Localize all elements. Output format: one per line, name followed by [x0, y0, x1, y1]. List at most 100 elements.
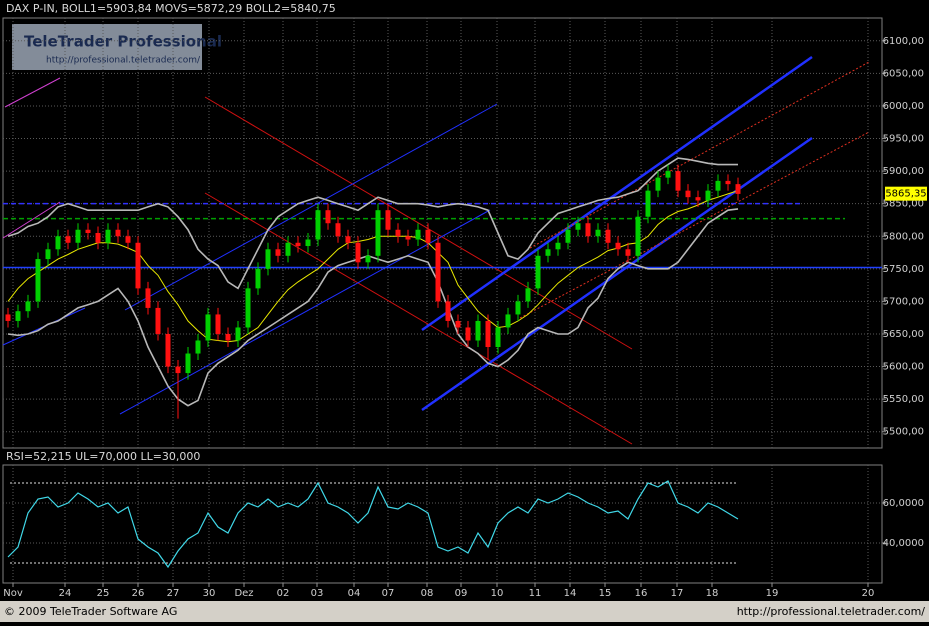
candle-body	[605, 229, 611, 243]
candle-body	[315, 210, 321, 240]
candle-body	[565, 229, 571, 243]
x-tick-label: 16	[635, 588, 648, 599]
last-price-label: 5865,35	[885, 189, 926, 200]
candle-body	[375, 210, 381, 256]
trend-line	[519, 131, 870, 319]
candle-body	[675, 171, 681, 191]
candle-body	[75, 229, 81, 243]
x-tick-label: Nov	[3, 588, 23, 599]
footer-bar	[0, 601, 929, 622]
candle-body	[5, 314, 11, 321]
candle-body	[105, 229, 111, 243]
y-tick-label: 5750,00	[883, 264, 924, 275]
candle-body	[345, 236, 351, 243]
trend-line	[124, 103, 498, 311]
rsi-line	[7, 480, 739, 569]
y-tick-label: 40,0000	[883, 538, 924, 549]
x-tick-label: 07	[382, 588, 395, 599]
candle-body	[535, 255, 541, 289]
candle-body	[195, 340, 201, 354]
candle-body	[655, 177, 661, 191]
candle-body	[255, 268, 261, 289]
y-tick-label: 5850,00	[883, 199, 924, 210]
candle-body	[665, 171, 671, 178]
candle-body	[495, 327, 501, 348]
candle-body	[575, 223, 581, 230]
candle-body	[175, 366, 181, 374]
trend-line	[204, 192, 633, 445]
x-tick-label: 10	[491, 588, 504, 599]
rsi-panel	[2, 464, 883, 584]
candle-body	[695, 197, 701, 201]
candle-body	[125, 236, 131, 243]
candle-body	[155, 307, 161, 334]
candle-body	[205, 314, 211, 341]
candle-body	[405, 236, 411, 240]
candle-body	[185, 353, 191, 374]
trend-lines	[2, 55, 870, 445]
candle-body	[485, 320, 491, 348]
y-tick-label: 5900,00	[883, 166, 924, 177]
indicator-line	[7, 157, 738, 290]
rsi-title: RSI=52,215 UL=70,000 LL=30,000	[6, 450, 200, 463]
candle-body	[395, 229, 401, 237]
candle-body	[455, 320, 461, 328]
last-price-box	[885, 186, 927, 201]
candle-body	[165, 333, 171, 367]
x-tick-label: 20	[862, 588, 875, 599]
x-tick-label: 19	[766, 588, 779, 599]
x-tick-label: 17	[671, 588, 684, 599]
candle-body	[625, 249, 631, 256]
x-tick-label: 18	[706, 588, 719, 599]
candle-body	[735, 184, 741, 194]
trend-line	[204, 96, 633, 350]
y-tick-label: 5550,00	[883, 394, 924, 405]
candle-body	[245, 288, 251, 328]
candle-body	[335, 223, 341, 237]
candle-body	[135, 242, 141, 289]
candle-body	[505, 314, 511, 328]
trend-line	[4, 77, 61, 108]
price-panel	[2, 17, 883, 449]
x-tick-label: 09	[455, 588, 468, 599]
logo-url: http://professional.teletrader.com/	[46, 56, 201, 66]
x-tick-label: 26	[132, 588, 145, 599]
candle-body	[325, 210, 331, 224]
x-tick-label: 27	[167, 588, 180, 599]
y-tick-label: 5950,00	[883, 134, 924, 145]
y-tick-label: 6000,00	[883, 101, 924, 112]
y-tick-label: 6050,00	[883, 68, 924, 79]
candle-body	[385, 210, 391, 230]
x-tick-label: 08	[421, 588, 434, 599]
candle-body	[95, 233, 101, 243]
price-title: DAX P-IN, BOLL1=5903,84 MOVS=5872,29 BOL…	[6, 2, 336, 15]
candle-body	[285, 242, 291, 256]
logo: TeleTrader Professional http://professio…	[12, 24, 222, 70]
candle-body	[35, 259, 41, 302]
candle-body	[475, 320, 481, 341]
candle-body	[425, 229, 431, 243]
candle-body	[235, 327, 241, 341]
candle-body	[275, 249, 281, 256]
candle-body	[435, 242, 441, 302]
candle-body	[225, 333, 231, 341]
x-tick-label: 04	[348, 588, 361, 599]
candle-body	[15, 311, 21, 321]
trend-line	[421, 136, 813, 412]
candle-body	[555, 242, 561, 250]
logo-box	[12, 24, 202, 70]
trend-line	[2, 201, 61, 239]
candle-body	[525, 288, 531, 302]
trend-line	[421, 55, 813, 332]
candle-body	[25, 301, 31, 312]
candle-body	[65, 236, 71, 243]
y-tick-label: 60,0000	[883, 498, 924, 509]
candle-body	[715, 180, 721, 191]
candle-body	[445, 301, 451, 321]
footer-left: © 2009 TeleTrader Software AG	[4, 605, 177, 618]
candle-body	[55, 236, 61, 250]
y-tick-label: 5800,00	[883, 231, 924, 242]
candle-body	[595, 229, 601, 237]
candle-body	[115, 229, 121, 237]
